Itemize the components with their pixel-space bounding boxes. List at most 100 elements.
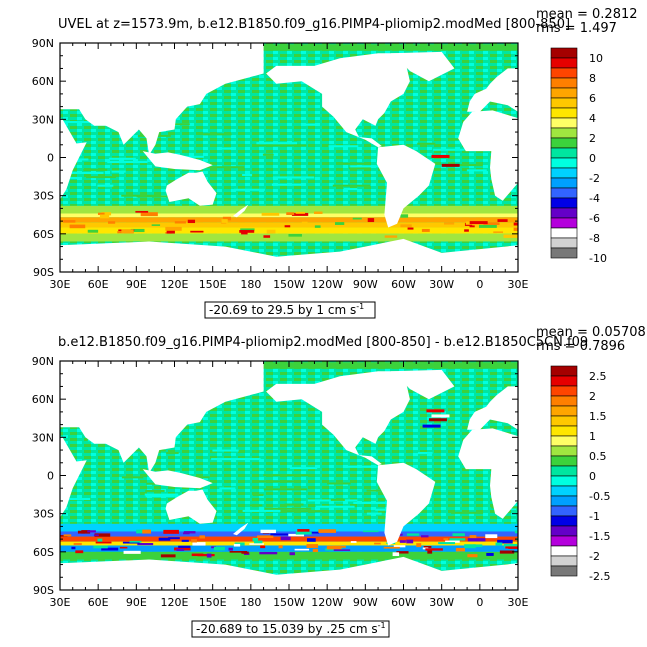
- noise-patch: [99, 214, 110, 219]
- land-mask: [60, 238, 518, 272]
- noise-patch: [313, 211, 323, 214]
- x-tick-label: 30W: [429, 278, 454, 291]
- noise-patch: [183, 531, 196, 534]
- noise-patch: [222, 216, 232, 221]
- tropic-band: [211, 458, 261, 461]
- colorbar-box: [550, 117, 578, 129]
- x-tick-label: 60E: [88, 278, 109, 291]
- colorbar-box: [550, 137, 578, 149]
- noise-patch: [221, 219, 228, 223]
- land-mask: [467, 386, 518, 430]
- noise-patch: [77, 530, 86, 534]
- y-tick-label: 60N: [32, 393, 54, 406]
- x-tick-label: 60E: [88, 596, 109, 609]
- noise-patch: [363, 530, 379, 533]
- noise-patch: [438, 542, 456, 545]
- y-tick-label: 90N: [32, 37, 54, 50]
- noise-patch: [288, 233, 302, 237]
- current-highlight: [428, 418, 447, 422]
- x-tick-label: 30E: [50, 596, 71, 609]
- svg-text:-20.689 to 15.039 by .25 cm s-: -20.689 to 15.039 by .25 cm s-1: [196, 621, 386, 636]
- noise-patch: [197, 554, 215, 557]
- tropic-band: [258, 480, 295, 483]
- x-tick-label: 150E: [199, 596, 227, 609]
- tropic-band: [258, 144, 307, 147]
- land-mask: [266, 371, 410, 466]
- noise-patch: [229, 550, 248, 553]
- noise-patch: [278, 545, 283, 549]
- colorbar-box: [550, 385, 578, 397]
- y-tick-label: 30N: [32, 431, 54, 444]
- land-mask: [376, 144, 436, 228]
- tropic-band: [315, 505, 355, 508]
- noise-patch: [122, 541, 140, 544]
- colorbar-box: [550, 97, 578, 109]
- noise-patch: [416, 543, 422, 548]
- tropic-band: [466, 169, 487, 172]
- tropic-band: [97, 184, 114, 187]
- colorbar-box: [550, 247, 578, 259]
- acc-band: [60, 222, 518, 228]
- colorbar-label: 2: [589, 390, 596, 403]
- acc-band: [60, 205, 518, 214]
- tropic-band: [341, 162, 371, 165]
- y-tick-label: 0: [47, 470, 54, 483]
- noise-patch: [81, 530, 91, 534]
- noise-patch: [469, 535, 477, 539]
- noise-patch: [406, 533, 420, 536]
- tropic-band: [121, 476, 144, 479]
- panel-2-title: b.e12.B1850.f09_g16.PIMP4-pliomip2.modMe…: [58, 335, 588, 350]
- noise-patch: [93, 545, 108, 549]
- panel-2-rms: rms = 0.7896: [536, 339, 625, 354]
- colorbar-label: 10: [589, 52, 603, 65]
- colorbar-label: 0: [589, 152, 596, 165]
- colorbar-box: [550, 555, 578, 567]
- noise-patch: [257, 535, 274, 539]
- noise-patch: [478, 224, 497, 228]
- noise-patch: [69, 224, 86, 229]
- colorbar-box: [550, 167, 578, 179]
- noise-patch: [314, 225, 321, 228]
- land-mask: [458, 110, 518, 201]
- noise-patch: [399, 540, 406, 543]
- colorbar-box: [550, 375, 578, 387]
- land-mask: [266, 53, 410, 148]
- x-tick-label: 90E: [126, 278, 147, 291]
- noise-patch: [158, 537, 171, 541]
- noise-patch: [485, 534, 498, 539]
- colorbar-label: 6: [589, 92, 596, 105]
- noise-patch: [73, 542, 82, 546]
- tropic-band: [347, 465, 386, 468]
- noise-patch: [297, 529, 310, 533]
- noise-patch: [160, 554, 176, 558]
- y-tick-label: 90S: [33, 584, 54, 597]
- noise-patch: [266, 229, 276, 234]
- tropic-band: [61, 120, 97, 123]
- y-tick-label: 90S: [33, 266, 54, 279]
- colorbar-box: [550, 475, 578, 487]
- noise-patch: [286, 212, 295, 215]
- tropic-band: [272, 176, 315, 179]
- colorbar-label: -1.5: [589, 530, 610, 543]
- y-tick-label: 30S: [33, 508, 54, 521]
- acc-band: [60, 541, 518, 546]
- x-tick-label: 90W: [353, 596, 378, 609]
- noise-patch: [427, 550, 433, 554]
- x-tick-label: 120E: [161, 278, 189, 291]
- noise-patch: [151, 224, 161, 226]
- current-highlight: [431, 414, 450, 418]
- noise-patch: [75, 550, 84, 554]
- x-tick-label: 180: [240, 596, 261, 609]
- colorbar-box: [550, 87, 578, 99]
- noise-patch: [129, 540, 142, 543]
- noise-patch: [514, 530, 518, 534]
- panel-2-mean: mean = 0.05708: [536, 325, 646, 340]
- tropic-band: [256, 142, 298, 145]
- noise-patch: [176, 548, 185, 551]
- noise-patch: [284, 225, 291, 228]
- noise-patch: [443, 538, 449, 541]
- tropic-band: [326, 482, 351, 485]
- tropic-band: [212, 449, 239, 452]
- noise-patch: [400, 224, 412, 228]
- panel-2-y-axis: 90N 60N 30N 0 30S 60S 90S: [32, 355, 518, 597]
